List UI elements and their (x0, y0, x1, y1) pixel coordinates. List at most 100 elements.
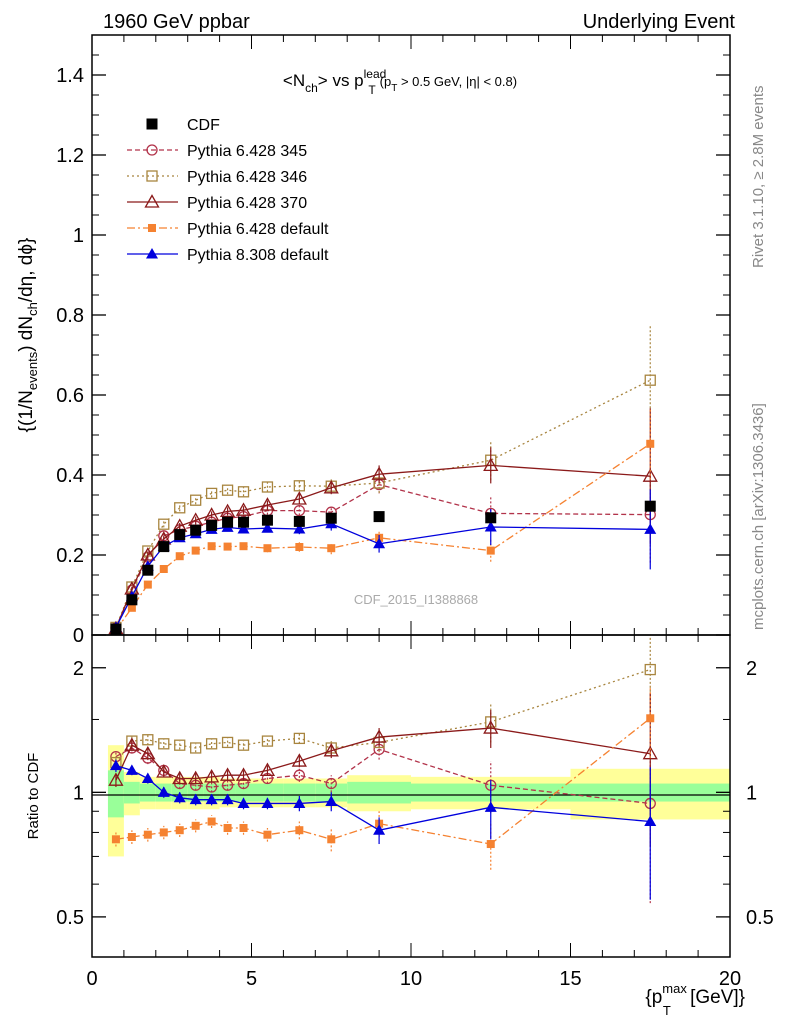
data-point-pythia-6-428-346 (261, 481, 274, 493)
data-point-pythia-6-428-346 (158, 518, 170, 530)
y-tick-label: 0.8 (56, 305, 84, 327)
xlabel-sub: T (663, 1003, 671, 1018)
data-point-pythia-6-428-346 (293, 480, 306, 492)
ratio-data-point-pythia-8-308-default (189, 793, 202, 805)
ratio-data-point-pythia-6-428-default (175, 826, 184, 835)
ratio-data-point-pythia-8-308-default (221, 793, 234, 805)
ratio-data-point-pythia-6-428-370 (188, 770, 204, 785)
x-tick-label: 15 (559, 968, 581, 990)
y-tick-label: 0.2 (56, 545, 84, 567)
y-tick-label: 1 (73, 225, 84, 247)
ratio-data-point-pythia-6-428-default (143, 830, 152, 839)
x-tick-label: 20 (719, 968, 741, 990)
x-axis: 0 5 10 15 20 (86, 35, 741, 990)
data-point-cdf (325, 512, 337, 524)
ratio-data-point-pythia-6-428-default (263, 830, 272, 839)
data-point-cdf (126, 594, 138, 606)
xlabel-part-b: [GeV]} (685, 987, 745, 1008)
ratio-data-point-pythia-6-428-370 (483, 720, 499, 734)
data-point-pythia-6-428-default (127, 603, 136, 612)
legend-marker-pythia-6-428-346 (146, 170, 158, 182)
legend: CDF Pythia 6.428 345 Pythia 6.428 346 Pythi… (127, 117, 329, 264)
ylabel-sub-a: events (25, 351, 40, 390)
ratio-data-point-pythia-8-308-default (484, 801, 497, 812)
data-point-pythia-6-428-370 (235, 502, 252, 516)
data-point-pythia-6-428-370 (291, 491, 307, 505)
ratio-data-point-pythia-6-428-370 (235, 767, 252, 781)
data-point-cdf (142, 564, 154, 576)
legend-marker-pythia-6-428-345 (146, 144, 158, 156)
side-label-rivet: Rivet 3.1.10, ≥ 2.8M events (750, 86, 767, 269)
ratio-y-tick-label: 2 (73, 658, 84, 680)
legend-marker-pythia-6-428-370 (144, 194, 160, 208)
data-point-pythia-6-428-default (295, 543, 304, 551)
ylabel-sub-b: ch (25, 302, 40, 316)
ratio-series-line-pythia-6-428-345 (115, 747, 651, 805)
ratio-data-point-pythia-8-308-default (237, 797, 250, 808)
data-point-pythia-6-428-default (646, 439, 655, 448)
ratio-data-point-pythia-8-308-default (157, 786, 170, 797)
chart-title: <Nch> vs plead T(pT > 0.5 GeV, |η| < 0.8) (283, 67, 517, 97)
band-inner (283, 783, 316, 802)
y-tick-label: 0.4 (56, 465, 84, 487)
ratio-data-point-pythia-6-428-370 (204, 769, 220, 783)
y-tick-label: 0.6 (56, 385, 84, 407)
data-point-pythia-8-308-default (644, 523, 657, 534)
header: 1960 GeV ppbar Underlying Event (103, 11, 735, 33)
ratio-data-point-pythia-8-308-default (173, 791, 186, 803)
ratio-data-point-pythia-6-428-346 (174, 739, 186, 751)
x-tick-label: 10 (400, 968, 422, 990)
data-point-cdf (206, 519, 218, 531)
ratio-data-point-pythia-6-428-370 (259, 762, 276, 777)
ratio-data-point-pythia-6-428-370 (172, 770, 188, 785)
ratio-data-point-pythia-6-428-370 (323, 742, 339, 757)
ylabel-part-a: {(1/N (16, 390, 37, 432)
title-sub-c: T (391, 83, 397, 94)
data-point-pythia-6-428-default (327, 544, 336, 553)
ratio-data-point-pythia-6-428-default (159, 828, 168, 837)
data-point-pythia-6-428-346 (205, 487, 218, 500)
data-point-pythia-6-428-370 (323, 479, 339, 494)
data-point-cdf (190, 524, 202, 536)
legend-label-pythia-6-428-370: Pythia 6.428 370 (187, 195, 307, 212)
ratio-data-point-pythia-6-428-370 (108, 772, 124, 786)
band-inner (139, 783, 156, 802)
y-tick-label: 0 (73, 625, 84, 647)
main-y-label: {(1/Nevents) dNch/dη, dϕ} (16, 238, 40, 433)
data-point-pythia-6-428-default (143, 580, 152, 589)
legend-marker-pythia-6-428-default (148, 224, 156, 232)
data-point-pythia-6-428-370 (219, 503, 236, 518)
x-tick-label: 5 (246, 968, 257, 990)
data-point-cdf (644, 500, 656, 512)
ratio-data-point-pythia-6-428-346 (261, 735, 274, 747)
main-panel: 00.20.40.60.811.21.4 <Nch> vs plead T(pT … (16, 34, 731, 647)
legend-label-pythia-6-428-default: Pythia 6.428 default (187, 221, 329, 238)
ratio-data-point-pythia-6-428-default (207, 817, 216, 826)
ratio-data-point-pythia-6-428-346 (158, 738, 170, 750)
data-point-cdf (110, 623, 122, 635)
data-point-pythia-6-428-346 (190, 494, 202, 506)
ratio-data-point-pythia-6-428-default (127, 832, 136, 841)
data-point-cdf (222, 516, 234, 528)
data-point-pythia-6-428-345 (293, 504, 306, 517)
ratio-data-point-pythia-8-308-default (125, 764, 138, 775)
ratio-data-point-pythia-6-428-346 (221, 736, 234, 749)
legend-marker-pythia-8-308-default (146, 248, 158, 259)
ratio-data-point-pythia-6-428-370 (219, 767, 236, 781)
ratio-data-point-pythia-6-428-345 (293, 769, 306, 781)
ratio-data-point-pythia-6-428-default (295, 826, 304, 835)
title-part-b: > vs p (318, 71, 364, 90)
data-point-pythia-6-428-default (263, 544, 272, 553)
title-part-c: (p (380, 74, 392, 89)
ratio-y-axis: 0.5 0.5 1 1 2 2 (56, 658, 774, 929)
legend-marker-cdf (146, 118, 158, 130)
data-point-pythia-6-428-default (159, 565, 168, 573)
ratio-data-point-pythia-8-308-default (205, 793, 218, 805)
data-point-pythia-6-428-default (191, 546, 200, 555)
ratio-data-point-pythia-8-308-default (293, 797, 306, 808)
ratio-series-line-pythia-6-428-346 (115, 668, 651, 763)
header-left: 1960 GeV ppbar (103, 11, 250, 33)
title-part-a: <N (283, 71, 305, 90)
ratio-y-tick-label-right: 0.5 (746, 907, 774, 929)
ratio-data-point-pythia-6-428-default (111, 835, 120, 844)
